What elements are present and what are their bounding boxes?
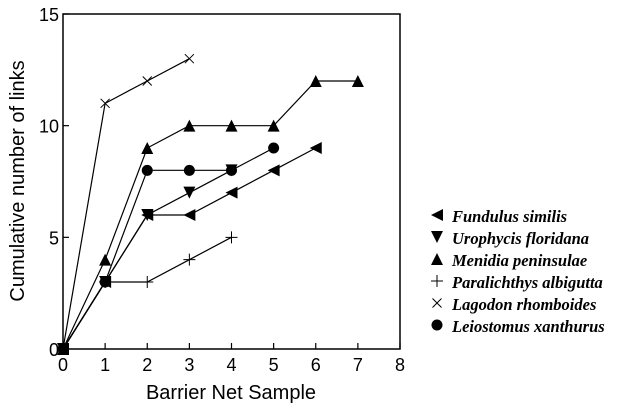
x-tick-label: 4: [226, 355, 236, 375]
data-point: [57, 343, 69, 355]
data-point: [99, 276, 111, 288]
data-point: [141, 142, 154, 154]
legend-marker: [431, 209, 443, 221]
data-point: [142, 76, 153, 86]
series-line: [62, 236, 232, 350]
legend-item: Menidia peninsulae: [431, 251, 587, 270]
x-tick-label: 3: [184, 355, 194, 375]
data-point: [351, 75, 364, 87]
legend-item: Leiostomus xanthurus: [431, 317, 605, 336]
y-tick-label: 10: [39, 117, 59, 137]
legend-label: Urophycis floridana: [452, 229, 589, 248]
series-5: [57, 142, 280, 355]
x-tick-label: 7: [353, 355, 363, 375]
legend-label: Lagodon rhomboides: [451, 295, 596, 314]
legend-marker: [431, 319, 443, 331]
y-tick-label: 5: [49, 228, 59, 248]
series-1: [57, 164, 238, 355]
x-tick-label: 8: [395, 355, 405, 375]
series-layer: [57, 53, 364, 355]
data-point: [183, 253, 196, 266]
data-point: [99, 253, 112, 266]
legend-label: Paralichthys albigutta: [451, 273, 603, 292]
legend-item: Lagodon rhomboides: [432, 295, 596, 314]
x-tick-label: 5: [269, 355, 279, 375]
x-tick-label: 0: [58, 355, 68, 375]
data-point: [309, 75, 322, 87]
data-point: [309, 142, 322, 154]
x-axis-label: Barrier Net Sample: [146, 382, 316, 404]
series-2: [57, 75, 364, 355]
legend-label: Leiostomus xanthurus: [451, 317, 605, 336]
legend-item: Fundulus similis: [431, 207, 567, 226]
data-point: [183, 119, 196, 132]
legend-marker: [431, 275, 443, 287]
legend-marker: [431, 231, 443, 243]
legend-label: Fundulus similis: [451, 207, 567, 226]
data-point: [183, 186, 196, 199]
data-point: [267, 119, 280, 132]
data-point: [141, 209, 154, 221]
data-point: [225, 119, 238, 132]
x-tick-label: 1: [100, 355, 110, 375]
series-line: [62, 147, 274, 350]
series-line: [62, 147, 317, 350]
x-tick-label: 2: [142, 355, 152, 375]
data-point: [183, 209, 196, 221]
y-axis: 0 5 10 15: [39, 5, 69, 360]
data-point: [141, 164, 153, 176]
data-point: [183, 164, 195, 176]
legend-item: Paralichthys albigutta: [431, 273, 603, 292]
legend-label: Menidia peninsulae: [451, 251, 587, 270]
series-line: [62, 80, 358, 350]
y-tick-label: 0: [49, 340, 59, 360]
data-point: [225, 186, 238, 199]
plot-frame: [62, 13, 401, 350]
data-point: [267, 164, 280, 177]
data-point: [226, 164, 237, 176]
data-point: [100, 98, 110, 109]
y-axis-label: Cumulative number of links: [7, 60, 29, 301]
legend-marker: [432, 298, 442, 308]
y-tick-label: 15: [39, 5, 59, 25]
data-point: [268, 142, 280, 154]
x-tick-label: 6: [311, 355, 321, 375]
x-axis: 0 1 2 3 4 5 6 7 8: [58, 343, 405, 375]
legend: Fundulus similis Urophycis floridana Menid…: [431, 207, 605, 336]
series-line: [62, 169, 232, 350]
data-point: [141, 276, 154, 288]
series-3: [57, 231, 238, 355]
data-point: [225, 231, 238, 244]
series-line: [62, 58, 190, 350]
data-point: [184, 53, 195, 64]
legend-item: Urophycis floridana: [431, 229, 589, 248]
legend-marker: [431, 253, 443, 265]
